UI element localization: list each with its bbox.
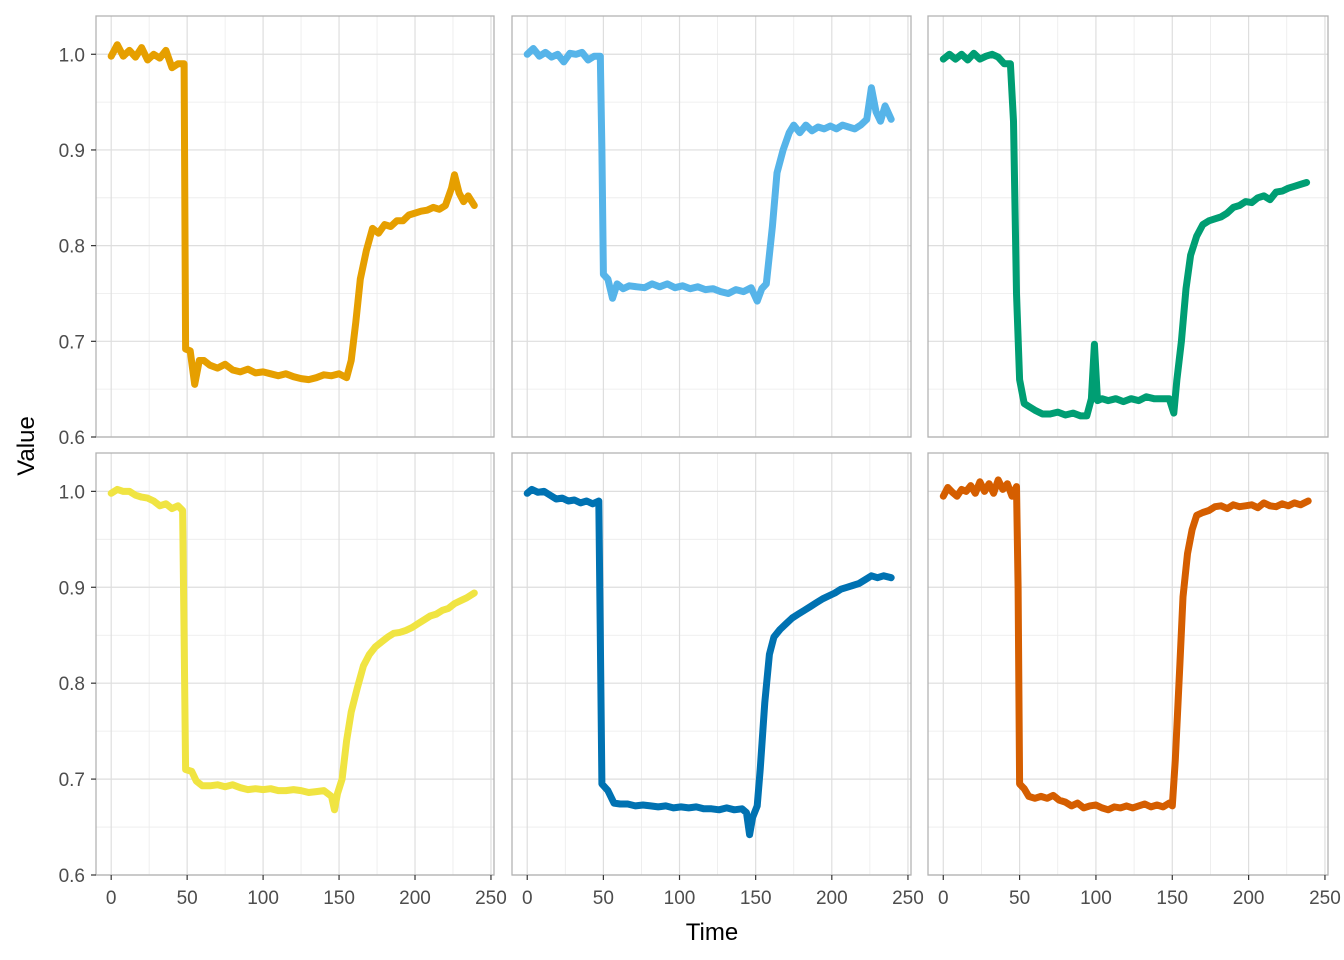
x-tick-label: 100 [1080, 888, 1112, 909]
panel-border [927, 15, 1329, 438]
panel-background [512, 453, 911, 875]
x-tick-label: 50 [593, 888, 614, 909]
series-line-2 [523, 45, 895, 305]
x-tick-label: 200 [1233, 888, 1265, 909]
y-tick-label: 0.7 [59, 770, 85, 791]
y-tick-label: 0.9 [59, 141, 85, 162]
x-tick-label: 250 [1309, 888, 1341, 909]
panel-background [928, 16, 1328, 437]
panel-background [96, 453, 494, 875]
gridlines [928, 453, 1328, 876]
x-tick-label: 100 [664, 888, 696, 909]
series-line-3 [939, 49, 1311, 420]
series-line-1 [107, 41, 478, 388]
panels-layer [95, 15, 1329, 876]
gridlines [96, 453, 494, 876]
x-tick-label: 250 [475, 888, 507, 909]
x-axis-ticks: 0 50 100 150 200 250 0 50 100 150 200 250 0 50 100 150 2… [106, 875, 1341, 909]
panel-border [511, 452, 912, 876]
panel-background [512, 16, 911, 437]
panel-6 [927, 452, 1329, 876]
panel-border [95, 452, 495, 876]
x-tick-label: 0 [938, 888, 949, 909]
y-tick-label: 0.6 [59, 866, 85, 887]
panel-1 [95, 15, 495, 438]
y-tick-label: 1.0 [59, 482, 85, 503]
panel-4 [95, 452, 495, 876]
x-tick-label: 150 [323, 888, 355, 909]
x-axis-title: Time [686, 919, 738, 946]
panel-2 [511, 15, 912, 438]
y-axis-ticks: 0.6 0.7 0.8 0.9 1.0 0.6 0.7 0.8 0.9 1.0 [59, 45, 96, 887]
x-tick-label: 200 [399, 888, 431, 909]
series-line-5 [523, 485, 895, 839]
y-tick-label: 0.9 [59, 578, 85, 599]
y-tick-label: 0.8 [59, 237, 85, 258]
panel-background [96, 16, 494, 437]
panel-border [927, 452, 1329, 876]
x-tick-label: 150 [1156, 888, 1188, 909]
y-tick-label: 0.8 [59, 674, 85, 695]
panel-5 [511, 452, 912, 876]
x-tick-label: 50 [177, 888, 198, 909]
gridlines [928, 16, 1328, 438]
series-line-4 [107, 485, 478, 814]
x-tick-label: 200 [816, 888, 848, 909]
panel-border [511, 15, 912, 438]
panel-border [95, 15, 495, 438]
x-tick-label: 50 [1009, 888, 1030, 909]
x-tick-label: 150 [740, 888, 772, 909]
x-tick-label: 0 [522, 888, 533, 909]
panel-3 [927, 15, 1329, 438]
y-axis-title: Value [13, 416, 40, 476]
x-tick-label: 250 [892, 888, 924, 909]
y-tick-label: 1.0 [59, 45, 85, 66]
x-tick-label: 0 [106, 888, 117, 909]
y-tick-label: 0.7 [59, 332, 85, 353]
panel-background [928, 453, 1328, 875]
y-tick-label: 0.6 [59, 428, 85, 449]
series-line-6 [939, 476, 1312, 814]
x-tick-label: 100 [247, 888, 279, 909]
